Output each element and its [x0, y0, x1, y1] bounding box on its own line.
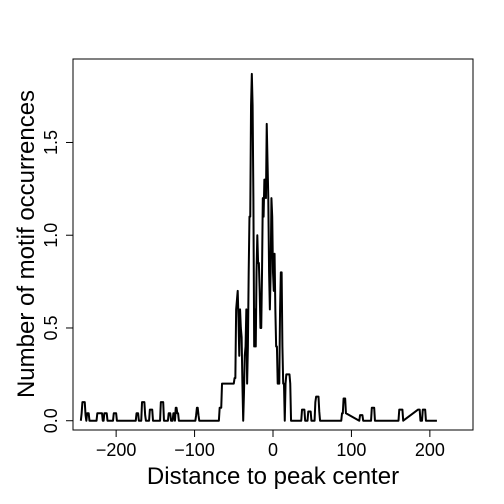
y-axis: 0.0 0.5 1.0 1.5	[41, 130, 74, 433]
x-tick-label: 0	[268, 440, 278, 460]
series-line	[79, 72, 438, 422]
x-axis: −200 −100 0 100 200	[96, 429, 445, 460]
x-tick-label: −200	[96, 440, 137, 460]
y-axis-title: Number of motif occurrences	[13, 90, 40, 398]
y-tick-label: 0.0	[41, 408, 61, 433]
x-tick-label: −100	[174, 440, 215, 460]
y-tick-label: 1.0	[41, 223, 61, 248]
x-tick-label: 200	[415, 440, 445, 460]
x-tick-label: 100	[336, 440, 366, 460]
y-tick-label: 0.5	[41, 315, 61, 340]
x-axis-title: Distance to peak center	[147, 463, 399, 490]
y-tick-label: 1.5	[41, 130, 61, 155]
